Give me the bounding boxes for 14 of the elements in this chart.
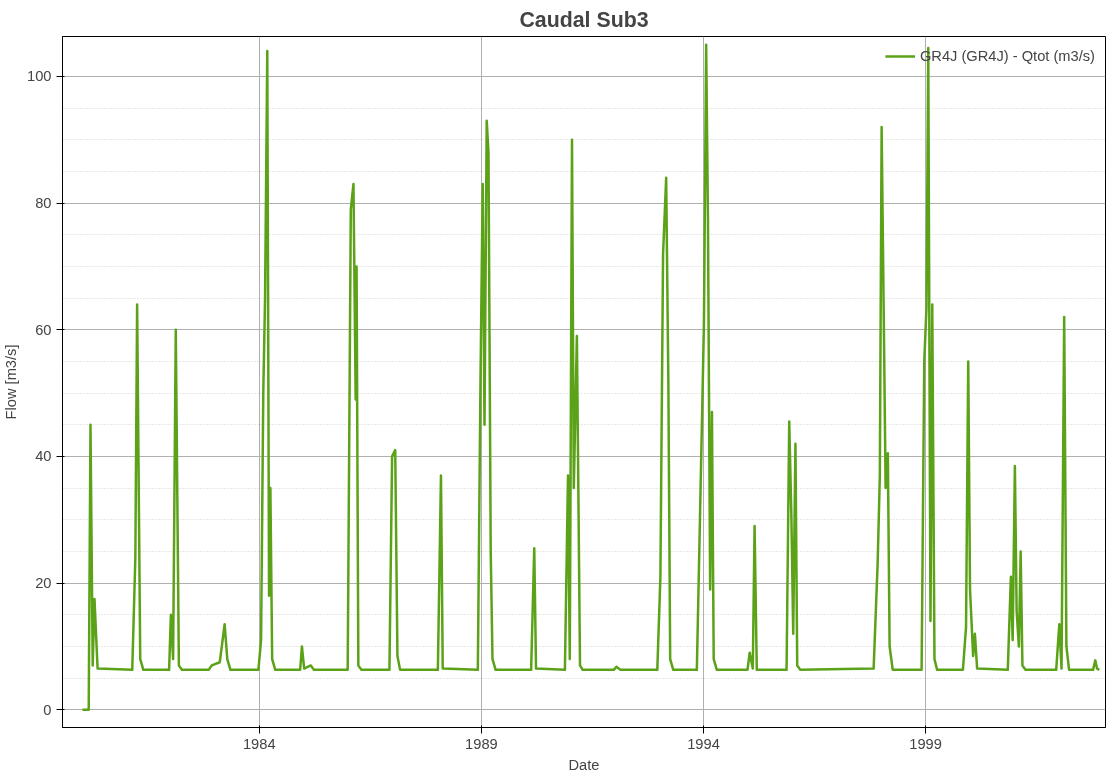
x-tick-label: 1984	[242, 735, 276, 752]
line-series	[81, 43, 1101, 712]
y-tick-label: 60	[35, 321, 52, 338]
y-tick-label: 40	[35, 448, 52, 465]
y-tick-label: 80	[35, 195, 52, 212]
y-tick-label: 0	[43, 701, 52, 718]
y-tick-label: 20	[35, 575, 52, 592]
x-axis-title: Date	[568, 756, 600, 773]
x-tick-label: 1994	[687, 735, 720, 752]
x-tick-label: 1989	[465, 735, 498, 752]
x-tick-label: 1999	[909, 735, 942, 752]
y-tick-label: 100	[27, 68, 52, 85]
chart-title: Caudal Sub3	[519, 7, 649, 32]
y-axis-title: Flow [m3/s]	[3, 344, 20, 420]
